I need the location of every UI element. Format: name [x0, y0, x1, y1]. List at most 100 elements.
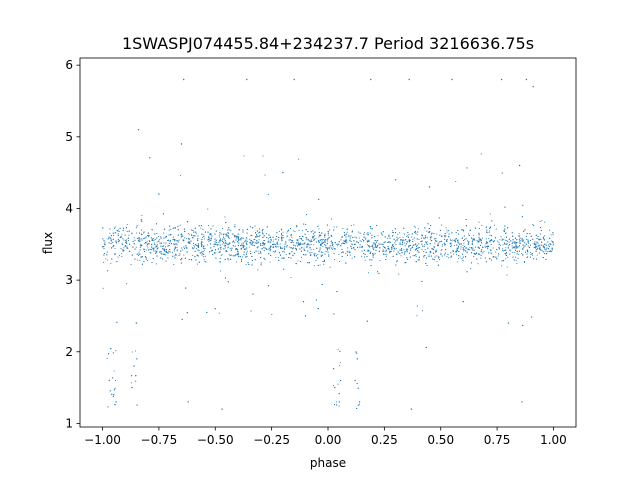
scatter-point [113, 370, 115, 372]
scatter-point [139, 240, 141, 242]
scatter-point [331, 247, 333, 249]
scatter-point [123, 247, 125, 249]
scatter-point [393, 250, 395, 252]
scatter-point [234, 242, 236, 244]
scatter-point [113, 245, 115, 247]
scatter-point [145, 249, 147, 251]
scatter-point [140, 256, 142, 258]
scatter-point [115, 240, 117, 242]
scatter-point [447, 253, 449, 255]
scatter-point [351, 247, 353, 249]
scatter-point [516, 241, 518, 244]
scatter-point [479, 244, 482, 246]
scatter-point [197, 239, 199, 241]
scatter-point [399, 243, 401, 245]
scatter-point [468, 234, 470, 237]
scatter-point [488, 245, 490, 247]
scatter-point [215, 241, 218, 244]
scatter-point [170, 228, 172, 230]
scatter-point [164, 254, 166, 256]
scatter-point [391, 248, 393, 250]
scatter-point [369, 226, 371, 228]
scatter-point [502, 248, 504, 250]
scatter-point [368, 240, 370, 242]
scatter-point [177, 240, 179, 242]
scatter-point [545, 248, 547, 250]
scatter-point [543, 238, 545, 240]
scatter-point [252, 241, 254, 243]
scatter-point [122, 249, 124, 251]
scatter-point [378, 243, 380, 245]
scatter-point [349, 239, 351, 241]
scatter-point [399, 239, 402, 241]
scatter-point [527, 239, 529, 241]
scatter-point [310, 249, 312, 251]
scatter-point [394, 248, 396, 250]
scatter-point [110, 240, 112, 242]
scatter-point [348, 235, 350, 237]
scatter-point [221, 243, 223, 245]
scatter-point [457, 247, 459, 249]
scatter-point [425, 346, 427, 348]
scatter-point [237, 241, 239, 243]
scatter-point [163, 232, 165, 234]
scatter-point [194, 227, 196, 229]
scatter-point [512, 241, 514, 243]
scatter-point [403, 239, 405, 241]
scatter-point [518, 246, 520, 248]
scatter-point [245, 253, 248, 255]
scatter-point [242, 242, 244, 244]
scatter-point [265, 248, 268, 250]
scatter-point [296, 239, 298, 241]
scatter-point [358, 401, 361, 403]
scatter-point [148, 236, 150, 238]
scatter-point [270, 239, 272, 241]
scatter-point [490, 253, 492, 255]
scatter-point [177, 226, 179, 228]
scatter-point [202, 236, 204, 239]
scatter-point [190, 229, 193, 231]
scatter-point [139, 259, 141, 261]
scatter-point [170, 243, 173, 245]
scatter-point [176, 249, 178, 251]
scatter-point [325, 245, 327, 247]
scatter-point [145, 242, 148, 244]
scatter-point [162, 245, 164, 247]
scatter-point [225, 235, 227, 237]
scatter-point [384, 241, 386, 243]
scatter-point [486, 231, 488, 233]
scatter-point [436, 240, 438, 242]
scatter-point [215, 239, 217, 241]
scatter-point [435, 240, 437, 242]
scatter-point [203, 249, 205, 251]
scatter-point [235, 239, 237, 241]
scatter-point [121, 234, 123, 236]
scatter-point [342, 242, 344, 244]
scatter-point [374, 240, 376, 242]
scatter-point [406, 235, 408, 237]
scatter-point [298, 158, 300, 160]
scatter-point [281, 247, 283, 249]
scatter-point [195, 259, 197, 261]
scatter-point [382, 243, 384, 245]
scatter-point [348, 250, 350, 252]
scatter-point [317, 254, 319, 256]
scatter-point [333, 253, 335, 255]
scatter-point [320, 251, 322, 253]
scatter-point [376, 240, 378, 242]
scatter-point [406, 248, 409, 250]
scatter-point [115, 401, 117, 403]
scatter-point [232, 241, 234, 243]
scatter-point [183, 254, 185, 256]
scatter-point [547, 248, 550, 250]
scatter-point [298, 244, 300, 246]
scatter-point [149, 157, 151, 159]
scatter-point [152, 237, 154, 240]
scatter-point [389, 241, 391, 244]
scatter-point [481, 224, 483, 226]
scatter-point [535, 243, 537, 245]
scatter-point [231, 247, 233, 249]
scatter-point [507, 256, 509, 258]
scatter-point [243, 245, 245, 247]
scatter-point [245, 263, 247, 266]
